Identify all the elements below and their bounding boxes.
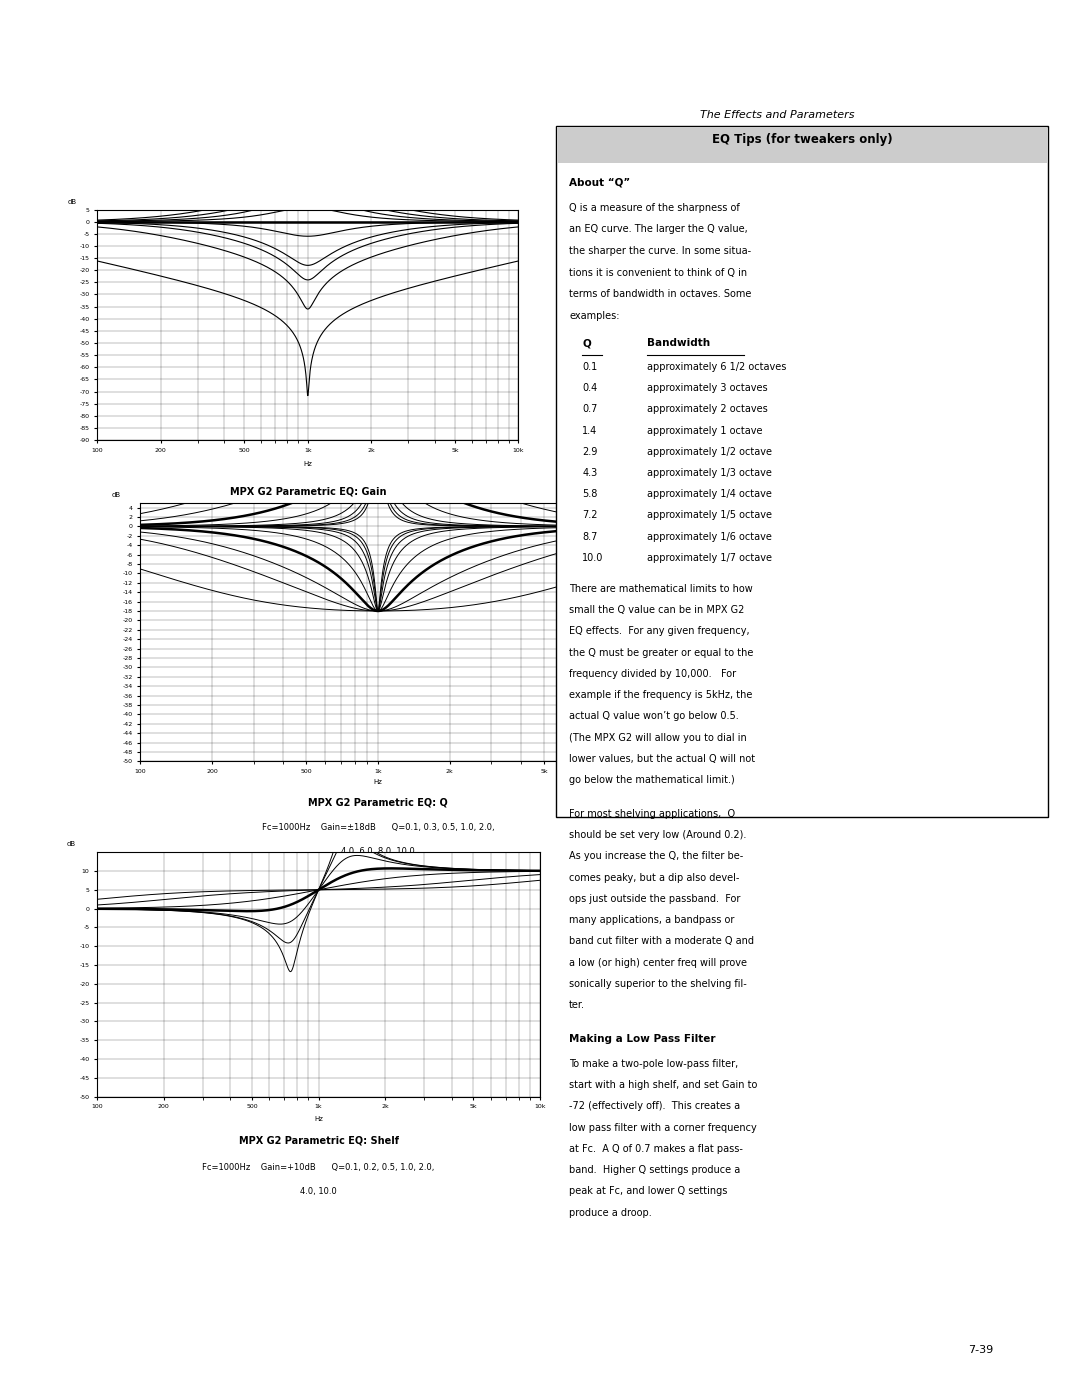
Text: (The MPX G2 will allow you to dial in: (The MPX G2 will allow you to dial in <box>569 732 747 743</box>
Text: sonically superior to the shelving fil-: sonically superior to the shelving fil- <box>569 979 747 989</box>
Text: approximately 1/5 octave: approximately 1/5 octave <box>647 510 772 521</box>
Text: Making a Low Pass Filter: Making a Low Pass Filter <box>569 1034 716 1044</box>
Text: should be set very low (Around 0.2).: should be set very low (Around 0.2). <box>569 830 746 840</box>
Text: There are mathematical limits to how: There are mathematical limits to how <box>569 584 753 594</box>
Text: dB: dB <box>112 492 121 497</box>
Text: the sharper the curve. In some situa-: the sharper the curve. In some situa- <box>569 246 752 256</box>
Text: ops just outside the passband.  For: ops just outside the passband. For <box>569 894 741 904</box>
Text: approximately 3 octaves: approximately 3 octaves <box>647 383 768 393</box>
Text: start with a high shelf, and set Gain to: start with a high shelf, and set Gain to <box>569 1080 757 1090</box>
Text: To make a two-pole low-pass filter,: To make a two-pole low-pass filter, <box>569 1059 739 1069</box>
Text: Hz: Hz <box>303 461 312 467</box>
Text: dB: dB <box>68 198 77 205</box>
Text: 0.1: 0.1 <box>582 362 597 372</box>
Text: 7-39: 7-39 <box>969 1345 994 1355</box>
Text: About “Q”: About “Q” <box>569 177 631 187</box>
Text: produce a droop.: produce a droop. <box>569 1207 652 1218</box>
Text: examples:: examples: <box>569 312 620 321</box>
Text: ter.: ter. <box>569 1000 585 1010</box>
Text: approximately 1/6 octave: approximately 1/6 octave <box>647 532 772 542</box>
Text: approximately 1/2 octave: approximately 1/2 octave <box>647 447 772 457</box>
Text: actual Q value won’t go below 0.5.: actual Q value won’t go below 0.5. <box>569 711 739 721</box>
Text: an EQ curve. The larger the Q value,: an EQ curve. The larger the Q value, <box>569 225 748 235</box>
Text: tions it is convenient to think of Q in: tions it is convenient to think of Q in <box>569 268 747 278</box>
Text: Hz: Hz <box>374 780 382 785</box>
Text: peak at Fc, and lower Q settings: peak at Fc, and lower Q settings <box>569 1186 728 1196</box>
Text: MPX G2 Parametric EQ: Q: MPX G2 Parametric EQ: Q <box>308 798 448 807</box>
Text: 2.9: 2.9 <box>582 447 597 457</box>
Text: 0.4: 0.4 <box>582 383 597 393</box>
Text: 4.0, 6.0, 8.0, 10.0: 4.0, 6.0, 8.0, 10.0 <box>341 847 415 855</box>
Text: +6dB, 0dB, -6dB,  -18dB,: +6dB, 0dB, -6dB, -18dB, <box>255 546 361 555</box>
Text: 0.7: 0.7 <box>582 404 597 415</box>
Text: 1.4: 1.4 <box>582 426 597 436</box>
Text: 4.3: 4.3 <box>582 468 597 478</box>
Text: 7.2: 7.2 <box>582 510 597 521</box>
Text: Hz: Hz <box>314 1116 323 1122</box>
Text: 8.7: 8.7 <box>582 532 597 542</box>
Text: Fc=1000Hz    Gain=+10dB      Q=0.1, 0.2, 0.5, 1.0, 2.0,: Fc=1000Hz Gain=+10dB Q=0.1, 0.2, 0.5, 1.… <box>202 1162 435 1172</box>
Text: a low (or high) center freq will prove: a low (or high) center freq will prove <box>569 957 747 968</box>
Text: example if the frequency is 5kHz, the: example if the frequency is 5kHz, the <box>569 690 753 700</box>
Text: approximately 1/7 octave: approximately 1/7 octave <box>647 553 772 563</box>
Text: Q is a measure of the sharpness of: Q is a measure of the sharpness of <box>569 203 740 212</box>
Text: For most shelving applications,  Q: For most shelving applications, Q <box>569 809 735 819</box>
Text: 4.0, 10.0: 4.0, 10.0 <box>300 1187 337 1196</box>
Text: EQ effects.  For any given frequency,: EQ effects. For any given frequency, <box>569 626 750 637</box>
Text: frequency divided by 10,000.   For: frequency divided by 10,000. For <box>569 669 737 679</box>
Text: approximately 1/4 octave: approximately 1/4 octave <box>647 489 772 499</box>
Text: many applications, a bandpass or: many applications, a bandpass or <box>569 915 734 925</box>
Text: approximately 6 1/2 octaves: approximately 6 1/2 octaves <box>647 362 786 372</box>
Text: As you increase the Q, the filter be-: As you increase the Q, the filter be- <box>569 851 743 862</box>
Text: terms of bandwidth in octaves. Some: terms of bandwidth in octaves. Some <box>569 289 752 299</box>
Text: The Effects and Parameters: The Effects and Parameters <box>700 110 855 120</box>
Text: Fc=1000Hz      Q=1.0       Gain=+24dB, +18dB, +12dB,: Fc=1000Hz Q=1.0 Gain=+24dB, +18dB, +12dB… <box>190 518 426 528</box>
Text: the Q must be greater or equal to the: the Q must be greater or equal to the <box>569 648 754 658</box>
Text: Bandwidth: Bandwidth <box>647 338 710 348</box>
Text: Q: Q <box>582 338 591 348</box>
Text: band.  Higher Q settings produce a: band. Higher Q settings produce a <box>569 1165 741 1175</box>
Text: 10.0: 10.0 <box>582 553 604 563</box>
Text: lower values, but the actual Q will not: lower values, but the actual Q will not <box>569 754 755 764</box>
Text: low pass filter with a corner frequency: low pass filter with a corner frequency <box>569 1123 757 1133</box>
Text: MPX G2 Parametric EQ: Gain: MPX G2 Parametric EQ: Gain <box>230 486 386 496</box>
Text: -72 (effectively off).  This creates a: -72 (effectively off). This creates a <box>569 1101 740 1112</box>
Text: -24dB, -36dB, -72dB: -24dB, -36dB, -72dB <box>266 574 350 583</box>
Text: approximately 2 octaves: approximately 2 octaves <box>647 404 768 415</box>
Text: dB: dB <box>66 841 76 847</box>
Text: small the Q value can be in MPX G2: small the Q value can be in MPX G2 <box>569 605 744 615</box>
Text: approximately 1 octave: approximately 1 octave <box>647 426 762 436</box>
Text: approximately 1/3 octave: approximately 1/3 octave <box>647 468 772 478</box>
Text: EQ Tips (for tweakers only): EQ Tips (for tweakers only) <box>712 133 892 145</box>
Text: at Fc.  A Q of 0.7 makes a flat pass-: at Fc. A Q of 0.7 makes a flat pass- <box>569 1144 743 1154</box>
Text: band cut filter with a moderate Q and: band cut filter with a moderate Q and <box>569 936 754 946</box>
Text: 5.8: 5.8 <box>582 489 597 499</box>
Text: comes peaky, but a dip also devel-: comes peaky, but a dip also devel- <box>569 873 740 883</box>
Text: MPX G2 Parametric EQ: Shelf: MPX G2 Parametric EQ: Shelf <box>239 1136 399 1146</box>
Text: go below the mathematical limit.): go below the mathematical limit.) <box>569 775 734 785</box>
Text: Fc=1000Hz    Gain=±18dB      Q=0.1, 0.3, 0.5, 1.0, 2.0,: Fc=1000Hz Gain=±18dB Q=0.1, 0.3, 0.5, 1.… <box>261 823 495 833</box>
